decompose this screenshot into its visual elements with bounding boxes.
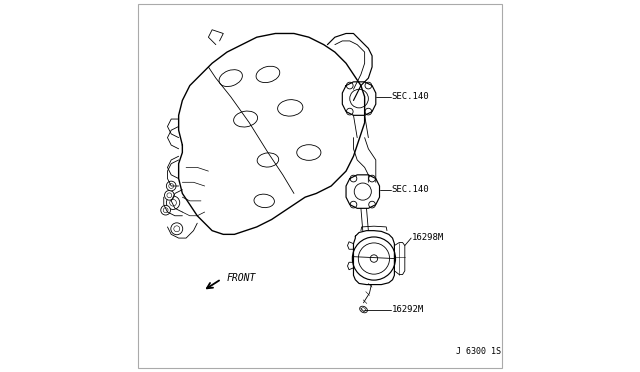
- Circle shape: [174, 226, 180, 232]
- Text: SEC.140: SEC.140: [392, 92, 429, 101]
- Text: J 6300 1S: J 6300 1S: [456, 347, 500, 356]
- Circle shape: [163, 208, 168, 213]
- Circle shape: [350, 175, 357, 182]
- Text: 16298M: 16298M: [412, 233, 445, 242]
- Circle shape: [353, 237, 396, 280]
- Ellipse shape: [278, 100, 303, 116]
- Text: FRONT: FRONT: [227, 273, 255, 283]
- Circle shape: [169, 183, 173, 189]
- Circle shape: [358, 243, 390, 274]
- Circle shape: [170, 199, 177, 206]
- Text: 16292M: 16292M: [392, 305, 424, 314]
- Circle shape: [346, 108, 353, 115]
- Ellipse shape: [256, 66, 280, 83]
- Ellipse shape: [219, 70, 243, 87]
- Circle shape: [167, 193, 172, 198]
- Ellipse shape: [297, 145, 321, 160]
- Circle shape: [166, 196, 180, 209]
- Ellipse shape: [362, 308, 365, 311]
- Circle shape: [369, 201, 376, 208]
- Circle shape: [365, 108, 372, 115]
- Circle shape: [369, 175, 376, 182]
- Circle shape: [350, 201, 357, 208]
- Ellipse shape: [254, 194, 275, 208]
- Circle shape: [365, 82, 372, 89]
- Circle shape: [346, 82, 353, 89]
- Circle shape: [370, 255, 378, 262]
- Ellipse shape: [257, 153, 278, 167]
- Circle shape: [349, 89, 369, 108]
- Circle shape: [164, 190, 174, 200]
- Circle shape: [166, 181, 176, 191]
- Circle shape: [171, 223, 183, 235]
- Circle shape: [354, 183, 371, 200]
- Ellipse shape: [360, 306, 367, 313]
- Text: SEC.140: SEC.140: [392, 185, 429, 194]
- Circle shape: [161, 205, 170, 215]
- Ellipse shape: [234, 111, 257, 127]
